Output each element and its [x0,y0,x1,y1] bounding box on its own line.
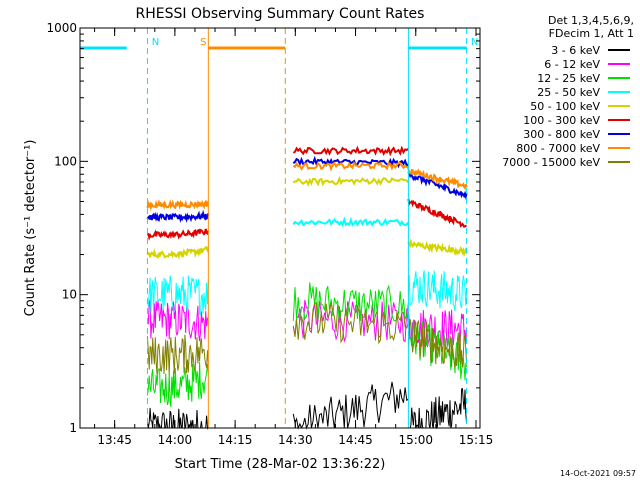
y-axis-label: Count Rate (s⁻¹ detector⁻¹) [23,140,38,317]
series-line-3-6-kev-post-night [408,388,468,430]
x-axis-label: Start Time (28-Mar-02 13:36:22) [175,457,386,472]
x-tick-label-1515: 15:15 [459,433,494,447]
series-line-300-800-kev-post-night [407,171,468,201]
chart-title: RHESSI Observing Summary Count Rates [136,6,425,22]
plot-frame [79,27,481,429]
series-line-50-100-kev-pre-saa [146,246,210,261]
series-line-12-25-kev-pre-saa [146,361,209,408]
x-tick-label-1430: 14:30 [278,433,313,447]
series-line-50-100-kev-post-night [407,237,468,258]
series-line-6-12-kev-pre-saa [147,298,209,342]
plot-area [146,145,468,430]
x-tick-label-1445: 14:45 [338,433,373,447]
series-line-50-100-kev-post-saa [292,175,410,187]
series-line-100-300-kev-post-night [407,198,467,228]
legend-label-3: 25 - 50 keV [537,86,600,99]
legend-label-0: 3 - 6 keV [551,44,600,57]
axes: 1 10 100 1000 13:45 14:00 14:15 14:30 14:45 15:00… [46,21,493,447]
series-line-100-300-kev-post-saa [292,145,409,157]
series-line-300-800-kev-pre-saa [146,209,210,224]
series-line-25-50-kev-pre-saa [146,275,209,316]
series-line-12-25-kev-post-saa [292,282,409,326]
legend-label-1: 6 - 12 keV [544,58,600,71]
y-tick-label-1: 1 [69,421,77,435]
series-line-3-6-kev-pre-saa [146,407,209,430]
series-line-7000-15000-kev-pre-saa [146,334,209,375]
x-tick-label-1415: 14:15 [218,433,253,447]
series-line-25-50-kev-post-night [407,270,468,312]
series-line-100-300-kev-pre-saa [146,228,210,241]
legend-label-7: 800 - 7000 keV [516,142,600,155]
marker-label-N-1: N [471,37,478,48]
series-line-25-50-kev-post-saa [292,216,410,228]
marker-label-S-2: S [200,37,206,48]
series-line-800-7000-kev-pre-saa [146,198,210,212]
series-line-3-6-kev-post-saa [292,381,409,430]
y-tick-label-100: 100 [54,154,77,168]
legend-label-8: 7000 - 15000 keV [502,156,600,169]
series-line-7000-15000-kev-post-night [407,319,468,368]
y-tick-label-10: 10 [62,288,77,302]
generation-timestamp: 14-Oct-2021 09:57 [560,469,636,478]
legend: Det 1,3,4,5,6,9, FDecim 1, Att 1 3 - 6 k… [502,14,634,169]
legend-header-line-2: FDecim 1, Att 1 [549,27,634,40]
marker-label-N-0: N [152,37,159,48]
series-line-800-7000-kev-post-saa [292,160,410,172]
observing-markers: N NS [79,28,478,428]
legend-label-4: 50 - 100 keV [530,100,600,113]
legend-label-5: 100 - 300 keV [523,114,600,127]
series-line-800-7000-kev-post-night [407,168,468,191]
x-tick-label-1500: 15:00 [398,433,433,447]
x-tick-label-1345: 13:45 [97,433,132,447]
legend-label-6: 300 - 800 keV [523,128,600,141]
series-line-7000-15000-kev-post-saa [292,302,409,345]
legend-label-2: 12 - 25 keV [537,72,600,85]
series-line-6-12-kev-post-night [407,309,468,348]
y-tick-label-1000: 1000 [46,21,77,35]
legend-header-line-1: Det 1,3,4,5,6,9, [548,14,634,27]
x-tick-label-1400: 14:00 [158,433,193,447]
